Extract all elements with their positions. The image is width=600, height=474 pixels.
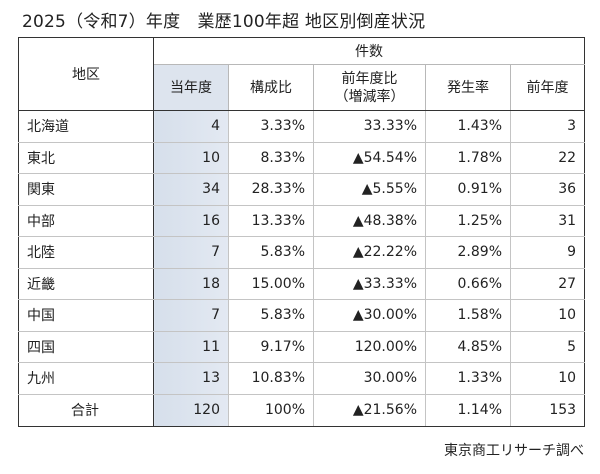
- cell-total-label: 合計: [18, 393, 154, 427]
- cell-area: 九州: [18, 362, 154, 395]
- cell-share: 28.33%: [228, 173, 314, 206]
- cell-rate: 1.58%: [425, 299, 511, 332]
- cell-previous: 3: [509, 110, 586, 143]
- header-yoy-line1: 前年度比: [341, 70, 398, 87]
- cell-total-current: 120: [153, 393, 229, 427]
- header-area: 地区: [18, 37, 154, 111]
- cell-previous: 36: [509, 173, 586, 206]
- cell-previous: 31: [509, 204, 586, 237]
- cell-area: 近畿: [18, 267, 154, 300]
- cell-yoy: ▲30.00%: [313, 299, 426, 332]
- cell-rate: 0.66%: [425, 267, 511, 300]
- cell-total-yoy: ▲21.56%: [313, 393, 426, 427]
- cell-rate: 4.85%: [425, 330, 511, 363]
- total-row: 合計 120 100% ▲21.56% 1.14% 153: [18, 393, 586, 427]
- cell-share: 5.83%: [228, 236, 314, 269]
- cell-yoy: 33.33%: [313, 110, 426, 143]
- cell-current: 10: [153, 141, 229, 174]
- cell-previous: 22: [509, 141, 586, 174]
- header-yoy-line2: （増減率）: [334, 88, 405, 105]
- table-row: 東北 10 8.33% ▲54.54% 1.78% 22: [18, 141, 586, 174]
- cell-area: 北海道: [18, 110, 154, 143]
- header-incidence-rate: 発生率: [425, 64, 511, 111]
- cell-previous: 10: [509, 362, 586, 395]
- cell-yoy: 120.00%: [313, 330, 426, 363]
- table-row: 九州 13 10.83% 30.00% 1.33% 10: [18, 362, 586, 395]
- cell-yoy: ▲33.33%: [313, 267, 426, 300]
- cell-area: 中部: [18, 204, 154, 237]
- cell-yoy: ▲54.54%: [313, 141, 426, 174]
- cell-share: 8.33%: [228, 141, 314, 174]
- table-row: 近畿 18 15.00% ▲33.33% 0.66% 27: [18, 267, 586, 300]
- cell-current: 13: [153, 362, 229, 395]
- cell-current: 4: [153, 110, 229, 143]
- cell-rate: 1.25%: [425, 204, 511, 237]
- header-count-group: 件数: [152, 37, 586, 65]
- table-row: 中国 7 5.83% ▲30.00% 1.58% 10: [18, 299, 586, 332]
- cell-area: 四国: [18, 330, 154, 363]
- cell-area: 中国: [18, 299, 154, 332]
- cell-share: 15.00%: [228, 267, 314, 300]
- regional-bankruptcy-table: 地区 件数 当年度 構成比 前年度比 （増減率） 発生率 前年度 北海道 4 3…: [18, 37, 586, 427]
- cell-area: 東北: [18, 141, 154, 174]
- table-row: 中部 16 13.33% ▲48.38% 1.25% 31: [18, 204, 586, 237]
- header-yoy: 前年度比 （増減率）: [313, 64, 426, 111]
- cell-area: 北陸: [18, 236, 154, 269]
- cell-previous: 5: [509, 330, 586, 363]
- cell-area: 関東: [18, 173, 154, 206]
- cell-current: 7: [153, 299, 229, 332]
- source-credit: 東京商工リサーチ調べ: [444, 443, 584, 459]
- cell-yoy: ▲48.38%: [313, 204, 426, 237]
- cell-share: 9.17%: [228, 330, 314, 363]
- table-row: 北海道 4 3.33% 33.33% 1.43% 3: [18, 110, 586, 143]
- cell-yoy: ▲5.55%: [313, 173, 426, 206]
- cell-previous: 9: [509, 236, 586, 269]
- cell-share: 13.33%: [228, 204, 314, 237]
- cell-yoy: ▲22.22%: [313, 236, 426, 269]
- cell-yoy: 30.00%: [313, 362, 426, 395]
- table-row: 四国 11 9.17% 120.00% 4.85% 5: [18, 330, 586, 363]
- cell-current: 18: [153, 267, 229, 300]
- header-previous-year: 前年度: [509, 64, 586, 111]
- table-row: 北陸 7 5.83% ▲22.22% 2.89% 9: [18, 236, 586, 269]
- cell-current: 34: [153, 173, 229, 206]
- cell-share: 5.83%: [228, 299, 314, 332]
- cell-previous: 27: [509, 267, 586, 300]
- header-share: 構成比: [228, 64, 314, 111]
- cell-rate: 0.91%: [425, 173, 511, 206]
- cell-rate: 2.89%: [425, 236, 511, 269]
- cell-current: 11: [153, 330, 229, 363]
- page-title: 2025（令和7）年度 業歴100年超 地区別倒産状況: [22, 12, 426, 32]
- cell-rate: 1.43%: [425, 110, 511, 143]
- cell-total-share: 100%: [228, 393, 314, 427]
- header-current-year: 当年度: [153, 64, 229, 111]
- cell-total-previous: 153: [509, 393, 586, 427]
- cell-total-rate: 1.14%: [425, 393, 511, 427]
- cell-share: 3.33%: [228, 110, 314, 143]
- cell-previous: 10: [509, 299, 586, 332]
- cell-current: 7: [153, 236, 229, 269]
- cell-rate: 1.33%: [425, 362, 511, 395]
- cell-rate: 1.78%: [425, 141, 511, 174]
- cell-share: 10.83%: [228, 362, 314, 395]
- table-row: 関東 34 28.33% ▲5.55% 0.91% 36: [18, 173, 586, 206]
- cell-current: 16: [153, 204, 229, 237]
